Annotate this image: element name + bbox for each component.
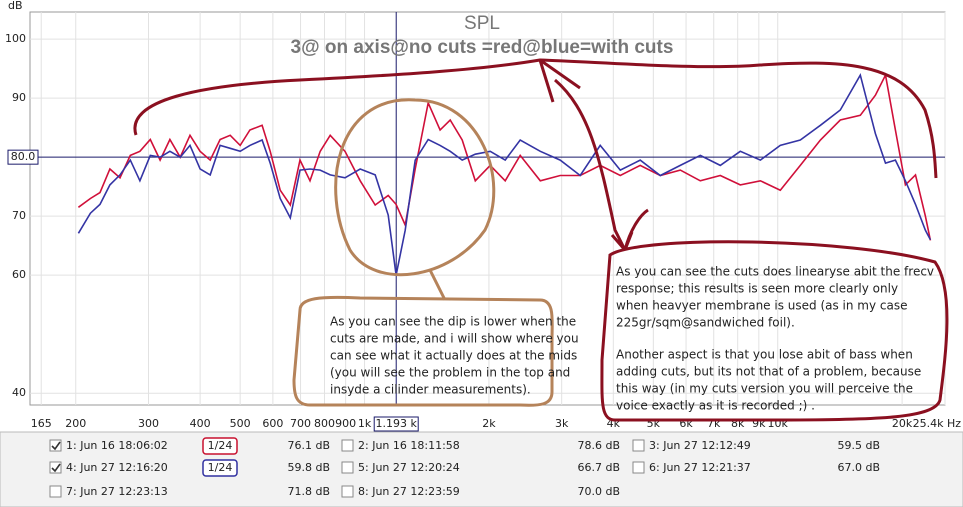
legend-name: 1: Jun 16 18:06:02 (66, 439, 168, 452)
legend-name: 4: Jun 27 12:16:20 (66, 461, 168, 474)
legend-value: 70.0 dB (577, 485, 620, 498)
trace (77, 72, 932, 241)
legend-value: 59.5 dB (837, 439, 880, 452)
cursor-label: 80.0 (11, 150, 36, 163)
legend-name: 7: Jun 27 12:23:13 (66, 485, 168, 498)
annotation-text: 225gr/sqm@sandwiched foil). (616, 316, 795, 330)
x-tick-label: 700 (290, 417, 311, 430)
y-tick-label: 40 (12, 386, 26, 399)
legend-name: 2: Jun 16 18:11:58 (358, 439, 460, 452)
annotation-text: (you will see the problem in the top and (330, 366, 570, 380)
x-tick-label: 20k (892, 417, 913, 430)
legend-name: 3: Jun 27 12:12:49 (649, 439, 751, 452)
note-loop (600, 240, 949, 422)
annotation-text: As you can see the cuts does linearyse a… (616, 265, 934, 279)
annotation-text: insyde a cilinder measurements). (330, 383, 531, 397)
checkbox[interactable] (49, 461, 62, 474)
checkbox[interactable] (632, 461, 645, 474)
checkmark (51, 463, 61, 473)
legend-value: 67.0 dB (837, 461, 880, 474)
y-tick-label: 90 (12, 91, 26, 104)
chart-subtitle: 3@ on axis@no cuts =red@blue=with cuts (291, 37, 674, 58)
legend-value: 78.6 dB (577, 439, 620, 452)
x-tick-label: 300 (138, 417, 159, 430)
chart-title: SPL (464, 13, 500, 34)
legend-name: 6: Jun 27 12:21:37 (649, 461, 751, 474)
y-label: dB (8, 0, 23, 12)
smoothing-box (202, 437, 238, 455)
annotation-text: adding cuts, but its not that of a probl… (616, 365, 921, 379)
x-tick-label: 165 (31, 417, 52, 430)
checkbox[interactable] (341, 439, 354, 452)
annotation-text: voice exactly as it is recorded ;) . (616, 399, 815, 413)
checkbox[interactable] (341, 461, 354, 474)
legend-value: 71.8 dB (287, 485, 330, 498)
x-tick-label: 25.4k Hz (913, 417, 962, 430)
checkbox[interactable] (49, 439, 62, 452)
x-tick-label: 400 (190, 417, 211, 430)
dip-circle (334, 98, 496, 277)
annotation-text: can see what it actually does at the mid… (330, 349, 577, 363)
checkbox[interactable] (632, 439, 645, 452)
checkbox[interactable] (49, 485, 62, 498)
smoothing-box (202, 459, 238, 477)
cursor-label: 1.193 k (376, 417, 418, 430)
legend: 1: Jun 16 18:06:02 1/24 76.1 dB 2: Jun 16 1… (49, 437, 880, 498)
plot-area (29, 11, 946, 406)
legend-value: 59.8 dB (287, 461, 330, 474)
x-tick-label: 900 (335, 417, 356, 430)
x-tick-label: 1k (358, 417, 372, 430)
traces (77, 72, 932, 276)
y-tick-label: 70 (12, 209, 26, 222)
x-tick-label: 2k (482, 417, 496, 430)
legend-value: 76.1 dB (287, 439, 330, 452)
grid: 40 60 70 90 100 165 200 300 400 500 600 700 800 900 1k… (5, 12, 962, 432)
arrow-head (538, 58, 649, 251)
y-tick-label: 100 (5, 32, 26, 45)
annotation-text: when heavyer membrane is used (as in my … (616, 299, 908, 313)
annotations: As you can see the dip is lower when the… (330, 265, 934, 413)
legend-panel (0, 431, 963, 507)
trace (77, 72, 932, 276)
x-tick-label: 500 (230, 417, 251, 430)
smoothing-label: 1/24 (208, 439, 233, 452)
annotation-text: response; this results is seen more clea… (616, 282, 898, 296)
note-box (292, 269, 554, 407)
x-tick-label: 800 (314, 417, 335, 430)
y-tick-label: 60 (12, 268, 26, 281)
smoothing-label: 1/24 (208, 461, 233, 474)
x-tick-label: 600 (262, 417, 283, 430)
cursor-label-box (373, 416, 419, 432)
arrow-line (133, 58, 938, 179)
annotation-text: Another aspect is that you lose abit of … (616, 348, 913, 362)
annotation-text: this way (in my cuts version you will pe… (616, 382, 913, 396)
checkmark (51, 441, 61, 451)
legend-name: 5: Jun 27 12:20:24 (358, 461, 460, 474)
legend-value: 66.7 dB (577, 461, 620, 474)
hand-drawings (133, 58, 949, 422)
annotation-text: cuts are made, and i will show where you (330, 332, 579, 346)
annotation-text: As you can see the dip is lower when the (330, 315, 576, 329)
legend-name: 8: Jun 27 12:23:59 (358, 485, 460, 498)
checkbox[interactable] (341, 485, 354, 498)
x-tick-label: 200 (65, 417, 86, 430)
cursor-label-box (7, 149, 39, 165)
x-tick-label: 3k (555, 417, 569, 430)
